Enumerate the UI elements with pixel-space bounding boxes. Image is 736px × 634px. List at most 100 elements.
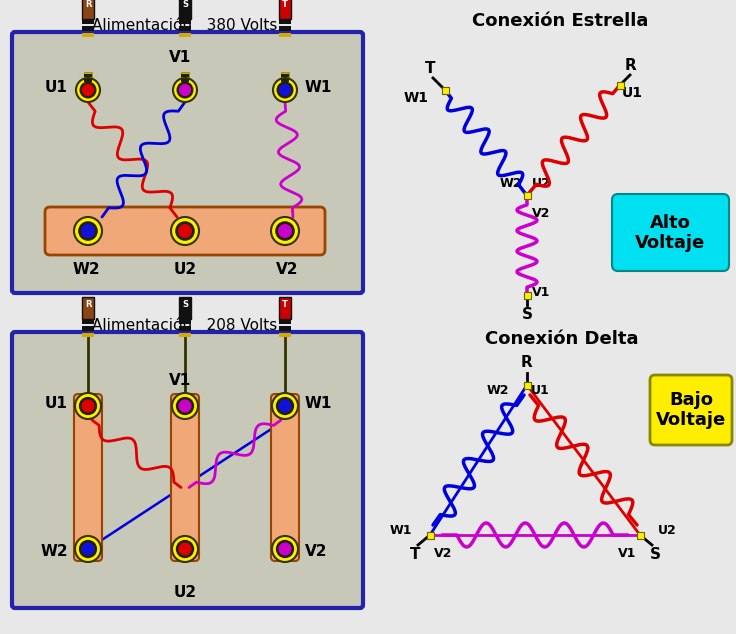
Circle shape bbox=[279, 400, 291, 412]
Text: S: S bbox=[522, 307, 533, 322]
Text: U2: U2 bbox=[658, 524, 676, 538]
Bar bbox=[279, 319, 291, 324]
Circle shape bbox=[279, 224, 291, 237]
Bar bbox=[82, 326, 94, 331]
Text: S: S bbox=[649, 547, 660, 562]
Text: V2: V2 bbox=[532, 207, 551, 220]
Bar bbox=[179, 19, 191, 24]
Bar bbox=[179, 333, 191, 337]
Bar bbox=[179, 0, 191, 19]
Bar bbox=[84, 79, 92, 82]
Text: R: R bbox=[624, 58, 636, 73]
FancyBboxPatch shape bbox=[271, 394, 299, 561]
Circle shape bbox=[176, 222, 194, 240]
Text: W1: W1 bbox=[389, 524, 412, 538]
Bar bbox=[181, 72, 189, 90]
Text: W2: W2 bbox=[72, 262, 100, 277]
Circle shape bbox=[180, 84, 191, 95]
Circle shape bbox=[82, 400, 94, 412]
Circle shape bbox=[82, 224, 94, 237]
Bar bbox=[84, 74, 92, 77]
Text: U2: U2 bbox=[174, 262, 197, 277]
Circle shape bbox=[177, 398, 194, 415]
FancyBboxPatch shape bbox=[171, 394, 199, 561]
Circle shape bbox=[74, 217, 102, 245]
Text: W2: W2 bbox=[40, 543, 68, 559]
Bar bbox=[181, 79, 189, 82]
Text: U1: U1 bbox=[45, 79, 68, 94]
Circle shape bbox=[82, 84, 93, 95]
Text: U1: U1 bbox=[531, 384, 550, 396]
Bar bbox=[179, 297, 191, 319]
Bar bbox=[442, 86, 448, 93]
Text: V2: V2 bbox=[434, 547, 453, 560]
Bar bbox=[82, 333, 94, 337]
Bar bbox=[179, 326, 191, 331]
Text: U1: U1 bbox=[45, 396, 68, 411]
Text: U1: U1 bbox=[622, 86, 643, 100]
Bar bbox=[281, 74, 289, 77]
Bar bbox=[523, 382, 531, 389]
FancyBboxPatch shape bbox=[12, 332, 363, 608]
Circle shape bbox=[82, 543, 94, 555]
FancyBboxPatch shape bbox=[74, 394, 102, 561]
Circle shape bbox=[280, 84, 291, 95]
Bar bbox=[281, 79, 289, 82]
Bar bbox=[84, 84, 92, 87]
Circle shape bbox=[75, 393, 101, 419]
Text: V1: V1 bbox=[618, 547, 636, 560]
Circle shape bbox=[171, 217, 199, 245]
Text: T: T bbox=[282, 0, 288, 10]
Circle shape bbox=[272, 536, 298, 562]
Text: W1: W1 bbox=[305, 396, 333, 411]
Circle shape bbox=[279, 543, 291, 555]
Text: T: T bbox=[282, 301, 288, 309]
Bar bbox=[82, 26, 94, 31]
Text: V2: V2 bbox=[305, 543, 328, 559]
Text: R: R bbox=[521, 355, 533, 370]
Bar bbox=[181, 74, 189, 77]
Text: W1: W1 bbox=[305, 79, 333, 94]
Bar bbox=[279, 0, 291, 19]
Bar bbox=[279, 333, 291, 337]
Text: W1: W1 bbox=[404, 91, 429, 105]
Circle shape bbox=[177, 541, 194, 557]
Bar bbox=[84, 72, 92, 90]
Circle shape bbox=[172, 536, 198, 562]
Circle shape bbox=[179, 400, 191, 412]
Circle shape bbox=[173, 78, 197, 102]
Circle shape bbox=[277, 541, 294, 557]
Circle shape bbox=[179, 543, 191, 555]
Text: T: T bbox=[410, 547, 420, 562]
Bar bbox=[179, 33, 191, 37]
Text: Conexión Delta: Conexión Delta bbox=[485, 330, 639, 348]
Text: V1: V1 bbox=[169, 373, 191, 388]
Text: Conexión Estrella: Conexión Estrella bbox=[472, 12, 648, 30]
Text: W2: W2 bbox=[500, 177, 522, 190]
Circle shape bbox=[79, 222, 97, 240]
Bar bbox=[179, 26, 191, 31]
FancyBboxPatch shape bbox=[12, 32, 363, 293]
Circle shape bbox=[271, 217, 299, 245]
Text: S: S bbox=[182, 0, 188, 10]
FancyBboxPatch shape bbox=[612, 194, 729, 271]
Bar bbox=[637, 531, 643, 538]
Circle shape bbox=[273, 78, 297, 102]
Circle shape bbox=[75, 536, 101, 562]
Bar bbox=[523, 191, 531, 198]
Circle shape bbox=[79, 398, 96, 415]
Text: Alimentación   380 Volts: Alimentación 380 Volts bbox=[92, 18, 277, 33]
Bar bbox=[279, 326, 291, 331]
Bar bbox=[279, 33, 291, 37]
Circle shape bbox=[179, 224, 191, 237]
FancyBboxPatch shape bbox=[45, 207, 325, 255]
Circle shape bbox=[277, 82, 293, 98]
Bar bbox=[523, 292, 531, 299]
Text: W2: W2 bbox=[486, 384, 509, 396]
Text: U2: U2 bbox=[532, 177, 551, 190]
Bar bbox=[179, 319, 191, 324]
Bar bbox=[82, 33, 94, 37]
Bar bbox=[617, 82, 623, 89]
Text: R: R bbox=[85, 0, 91, 10]
Bar bbox=[82, 297, 94, 319]
